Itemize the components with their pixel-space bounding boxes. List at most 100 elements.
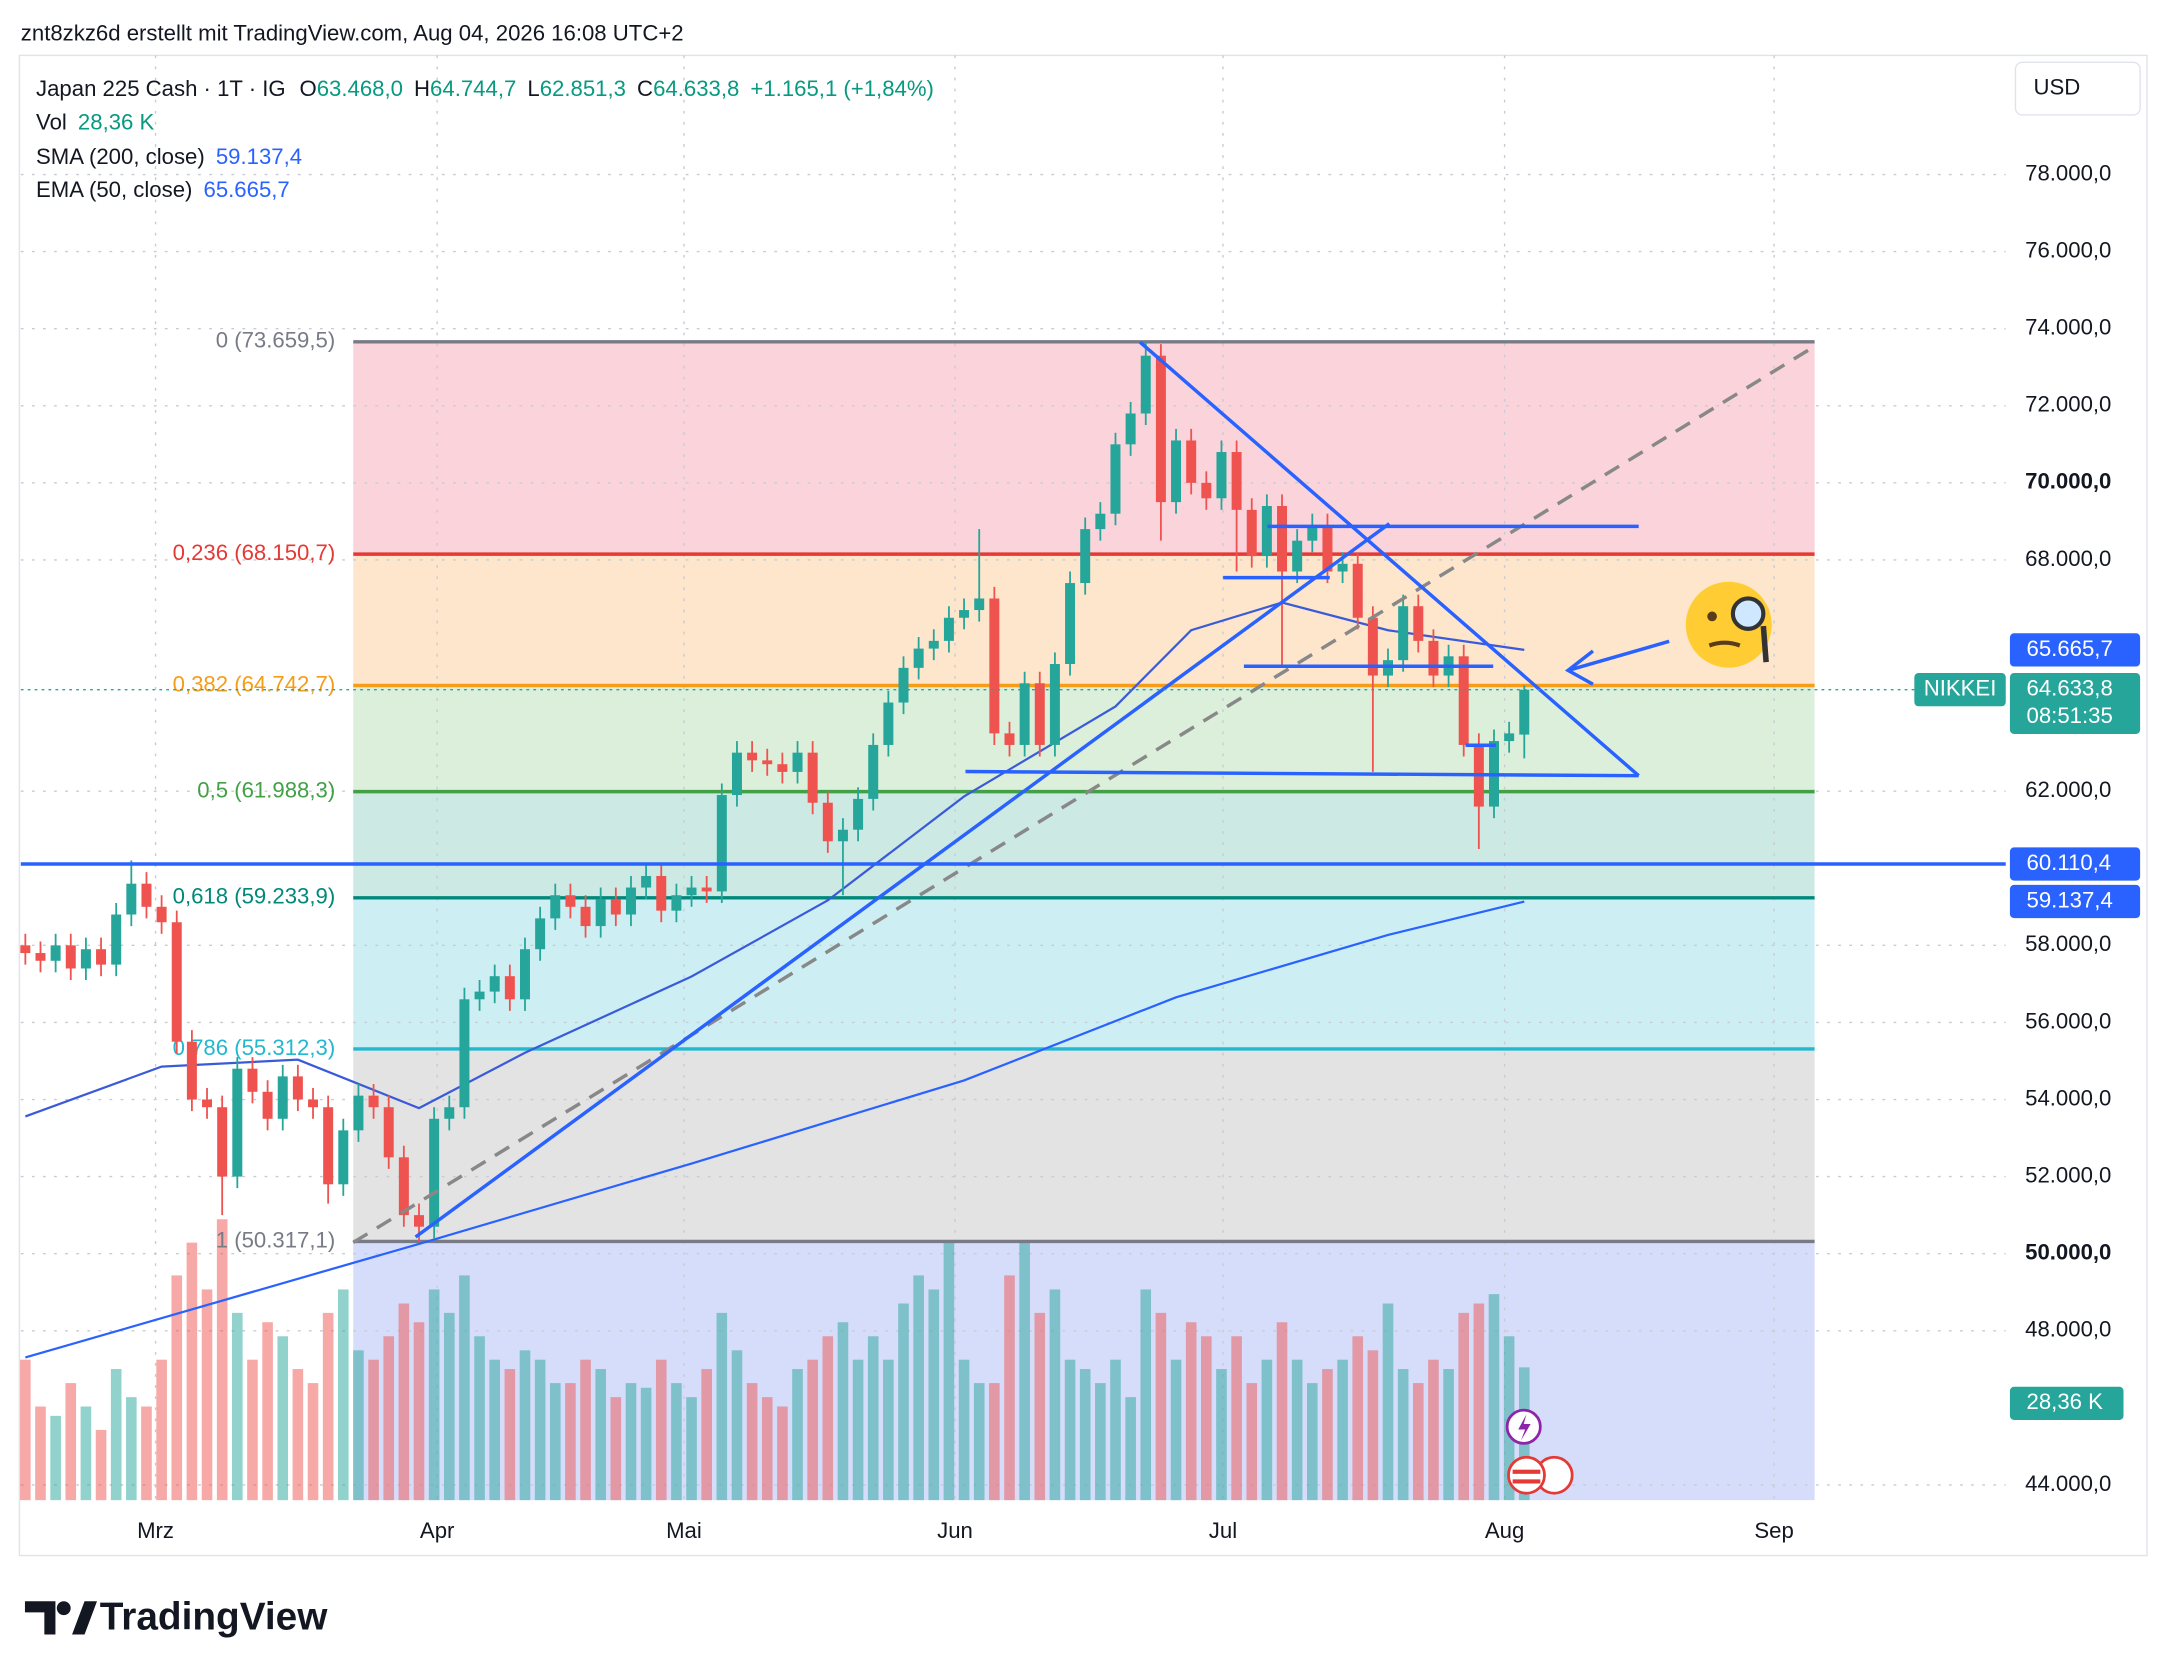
candle-body xyxy=(1352,563,1363,618)
candle-body xyxy=(338,1130,349,1185)
volume-bar xyxy=(1125,1397,1136,1501)
symbol: Japan 225 Cash · 1T · IG xyxy=(36,76,286,101)
candle-body xyxy=(762,760,773,765)
y-tick-label: 74.000,0 xyxy=(2025,315,2111,340)
candle-body xyxy=(989,598,1000,734)
candle-body xyxy=(853,798,864,830)
volume-bar xyxy=(1095,1383,1106,1501)
volume-bar xyxy=(186,1242,198,1501)
candle-body xyxy=(671,895,682,911)
volume-bar xyxy=(580,1359,591,1501)
volume-bar xyxy=(549,1383,561,1501)
candle-body xyxy=(111,914,122,965)
emoji xyxy=(1685,581,1772,668)
candle-body xyxy=(807,752,818,803)
volume-bar xyxy=(277,1336,289,1501)
volume-bar xyxy=(1443,1369,1454,1501)
candle-body xyxy=(716,795,727,892)
candle-body xyxy=(641,875,652,888)
volume-bar xyxy=(928,1289,940,1501)
fib-label: 0,382 (64.742,7) xyxy=(173,671,336,696)
currency[interactable]: USD xyxy=(2033,75,2080,100)
candle-body xyxy=(1292,540,1303,572)
volume-bar xyxy=(292,1369,304,1501)
volume-bar xyxy=(1140,1289,1152,1501)
volume-bar xyxy=(1064,1359,1076,1501)
candle-body xyxy=(1140,355,1151,414)
volume-bar xyxy=(898,1303,909,1501)
volume-bar xyxy=(50,1415,61,1501)
y-tick-label: 78.000,0 xyxy=(2025,160,2111,185)
candles xyxy=(20,341,1530,1242)
fib-zone xyxy=(353,1048,1815,1242)
volume-bar xyxy=(216,1219,228,1501)
volume-bar xyxy=(1019,1242,1030,1501)
volume-bar xyxy=(807,1359,818,1501)
volume-label-box xyxy=(2009,1386,2124,1421)
volume-bar xyxy=(232,1312,243,1501)
fib-zone xyxy=(353,897,1815,1049)
candle-body xyxy=(898,667,909,703)
dashed-trend xyxy=(352,344,1816,1244)
volume-bar xyxy=(1216,1369,1227,1501)
candle-body xyxy=(20,945,31,954)
candle-body xyxy=(50,945,61,961)
candle-body xyxy=(368,1095,379,1108)
legend-volume: Vol 28,36 K xyxy=(36,109,154,134)
ohlc-value: 62.851,3 xyxy=(540,76,626,101)
volume-bar xyxy=(1079,1369,1091,1501)
candle-body xyxy=(141,883,152,907)
volume-bar xyxy=(534,1359,546,1501)
candle-body xyxy=(1322,525,1333,572)
volume-bar xyxy=(383,1336,395,1501)
indicator-line xyxy=(25,900,1525,1359)
candle-body xyxy=(1367,617,1378,676)
event-icons xyxy=(1505,1408,1574,1495)
candle-body xyxy=(292,1076,303,1100)
volume-bar xyxy=(141,1406,152,1501)
legend-ema: EMA (50, close) 65.665,7 xyxy=(36,177,290,202)
candle-body xyxy=(777,764,788,772)
candle-body xyxy=(1398,606,1409,661)
volume-bar xyxy=(368,1359,379,1501)
candle-body xyxy=(353,1095,364,1131)
volume-bar xyxy=(20,1359,31,1501)
volume-bar xyxy=(80,1406,92,1501)
volume-bar xyxy=(716,1312,728,1501)
volume-bar xyxy=(1049,1289,1061,1501)
x-tick-label: Sep xyxy=(1754,1518,1793,1543)
volume-bar xyxy=(459,1275,470,1501)
candle-body xyxy=(383,1107,394,1158)
volume-bar xyxy=(883,1359,894,1501)
volume-bar xyxy=(126,1397,137,1501)
candle-body xyxy=(1065,583,1076,665)
candle-body xyxy=(504,976,515,1000)
y-tick-label: 44.000,0 xyxy=(2025,1471,2111,1496)
logo: TradingView xyxy=(24,1596,328,1639)
candle-body xyxy=(429,1118,440,1227)
volume-bar xyxy=(1458,1312,1470,1501)
ohlc-value: 64.633,8 xyxy=(653,76,739,101)
drawings xyxy=(352,340,1816,1244)
fib-label: 0,236 (68.150,7) xyxy=(173,540,336,565)
candle-body xyxy=(277,1076,288,1119)
fib-zone xyxy=(353,341,1815,555)
candle-body xyxy=(580,906,591,927)
volume-bar xyxy=(110,1369,122,1501)
ohlc: O63.468,0 H64.744,7 L62.851,3 C64.633,8 xyxy=(299,76,739,101)
candle-body xyxy=(913,648,924,668)
volume-bar xyxy=(777,1406,788,1501)
candle-body xyxy=(414,1215,424,1227)
volume-bar xyxy=(413,1322,425,1501)
currency-box[interactable] xyxy=(2014,61,2141,116)
candle-body xyxy=(1171,440,1182,503)
volume-bar xyxy=(958,1359,970,1501)
ohlc-key: L xyxy=(527,76,539,101)
candle-body xyxy=(610,899,621,915)
volume-bar xyxy=(1110,1359,1121,1501)
candle-body xyxy=(625,887,636,915)
volume-bar xyxy=(1322,1369,1333,1501)
arrow xyxy=(1564,639,1670,686)
x-tick-label: Aug xyxy=(1485,1518,1524,1543)
volume-bar xyxy=(156,1359,167,1501)
